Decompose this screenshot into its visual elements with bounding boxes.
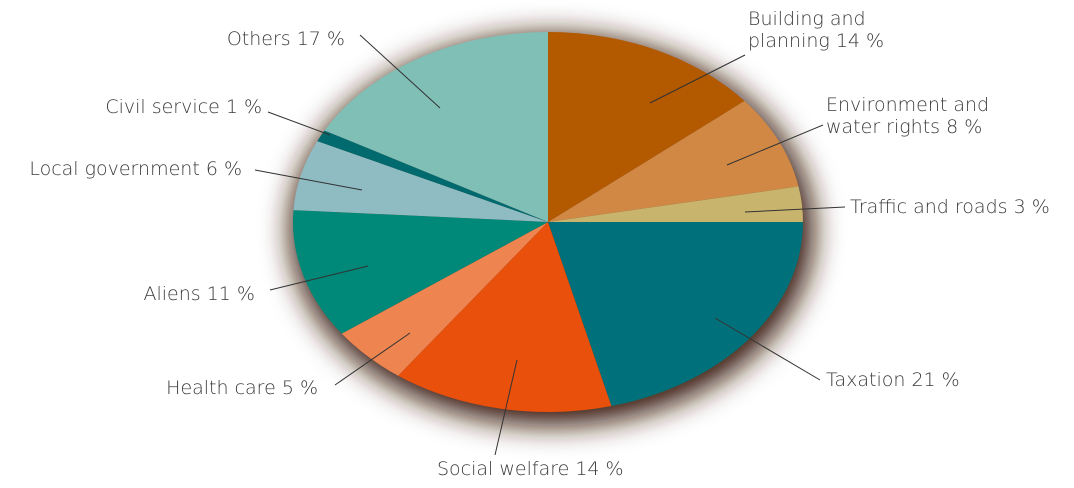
slice-label: Social welfare 14 % bbox=[437, 458, 624, 480]
pie-slice bbox=[398, 222, 612, 412]
category-label: Health care bbox=[166, 377, 276, 399]
slice-label: Building and planning 14 % bbox=[748, 8, 913, 52]
pie-slice bbox=[548, 186, 803, 222]
pie-slice bbox=[293, 141, 548, 222]
value-label: 11 % bbox=[206, 283, 255, 305]
slice-label: Others 17 % bbox=[227, 28, 345, 50]
category-label: Local government bbox=[29, 158, 200, 180]
category-label: Others bbox=[226, 28, 291, 50]
value-label: 1 % bbox=[225, 96, 262, 118]
category-label: Environment and water rights bbox=[826, 94, 990, 138]
slice-label: Local government 6 % bbox=[29, 158, 242, 180]
leader-line bbox=[714, 317, 821, 381]
slice-label: Environment and water rights 8 % bbox=[826, 94, 1021, 138]
slice-label: Aliens 11 % bbox=[143, 283, 255, 305]
leader-line bbox=[494, 359, 518, 456]
pie-slice bbox=[293, 210, 548, 334]
leader-line bbox=[334, 332, 411, 386]
leader-line bbox=[269, 265, 369, 291]
leader-line bbox=[359, 34, 441, 109]
category-label: Traffic and roads bbox=[850, 196, 1008, 218]
pie-slice bbox=[548, 32, 745, 222]
pie-slice bbox=[324, 32, 548, 222]
leader-line bbox=[726, 124, 824, 166]
slice-label: Traffic and roads 3 % bbox=[850, 196, 1050, 218]
value-label: 17 % bbox=[296, 28, 345, 50]
pie-slice bbox=[548, 222, 803, 407]
value-label: 3 % bbox=[1013, 196, 1050, 218]
value-label: 21 % bbox=[911, 369, 960, 391]
category-label: Aliens bbox=[143, 283, 201, 305]
value-label: 5 % bbox=[281, 377, 318, 399]
leader-line bbox=[254, 169, 363, 191]
value-label: 8 % bbox=[946, 116, 983, 138]
slice-label: Civil service 1 % bbox=[105, 96, 262, 118]
pie-slice bbox=[317, 130, 548, 222]
slice-label: Taxation 21 % bbox=[826, 369, 960, 391]
value-label: 6 % bbox=[205, 158, 242, 180]
leader-line bbox=[649, 54, 746, 104]
category-label: Civil service bbox=[105, 96, 220, 118]
value-label: 14 % bbox=[835, 30, 885, 52]
pie-slice bbox=[548, 100, 799, 222]
leader-line bbox=[267, 111, 331, 136]
leader-line bbox=[744, 206, 846, 213]
slice-label: Health care 5 % bbox=[166, 377, 318, 399]
category-label: Taxation bbox=[826, 369, 906, 391]
value-label: 14 % bbox=[575, 458, 624, 480]
pie-slice bbox=[341, 222, 548, 376]
category-label: Social welfare bbox=[437, 458, 570, 480]
category-label: Building and planning bbox=[748, 8, 866, 52]
